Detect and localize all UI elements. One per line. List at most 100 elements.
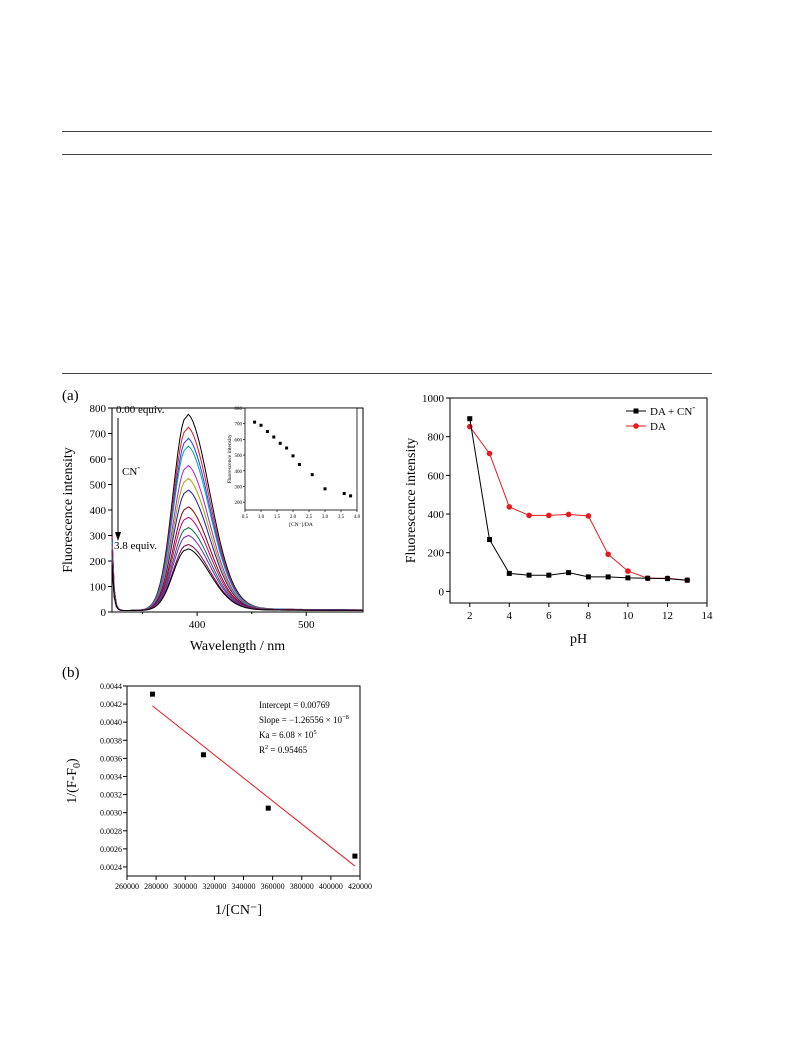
benesi-y-tick-label: 0.0040: [100, 718, 122, 727]
ph-frame: [449, 397, 708, 604]
benesi-y-tick-label: 0.0028: [100, 827, 122, 836]
inset-x-tick-label: 2.0: [290, 515, 297, 520]
y-tick-label: 300: [90, 531, 107, 543]
legend-label: DA + CN-: [650, 402, 695, 418]
ka-annotation: Ka = 6.08 × 105: [259, 729, 317, 740]
benesi-y-tick-label: 0.0038: [100, 736, 122, 745]
panel-b-label: (b): [62, 665, 80, 681]
benesi-point: [149, 691, 155, 697]
legend-label: DA: [650, 421, 666, 433]
ph-y-tick-label: 200: [428, 548, 445, 560]
ph-point-square: [526, 572, 532, 578]
ph-point-circle: [565, 511, 572, 518]
inset-y-tick-label: 400: [235, 470, 243, 475]
y-tick-label: 800: [90, 403, 107, 415]
benesi-y-tick-label: 0.0044: [100, 682, 122, 691]
ph-point-square: [546, 572, 552, 578]
inset-x-tick-label: 1.0: [258, 515, 265, 520]
ph-y-axis-label: Fluorescence intensity: [404, 438, 419, 564]
inset-y-tick-label: 300: [235, 485, 243, 490]
ph-point-square: [605, 574, 611, 580]
inset-x-tick-label: 1.5: [274, 515, 281, 520]
benesi-x-tick-label: 400000: [319, 882, 343, 891]
benesi-y-tick-label: 0.0042: [100, 700, 122, 709]
y-tick-label: 700: [90, 429, 107, 441]
ph-point-square: [625, 575, 631, 581]
benesi-x-tick-label: 420000: [348, 882, 372, 891]
inset-point: [272, 435, 276, 439]
benesi-y-tick-label: 0.0026: [100, 845, 122, 854]
ph-point-circle: [546, 512, 552, 519]
ph-point-square: [506, 570, 512, 576]
ph-y-tick-label: 600: [428, 470, 445, 482]
ph-point-square: [585, 574, 591, 580]
inset-point: [259, 423, 263, 427]
start-equiv-label: 0.00 equiv.: [116, 404, 165, 416]
benesi-point: [265, 805, 271, 811]
ph-y-tick-label: 400: [428, 509, 445, 521]
inset-y-axis-label: Fluorescence intensity: [227, 434, 233, 484]
end-equiv-label: 3.8 equiv.: [114, 540, 157, 552]
inset-y-tick-label: 600: [235, 438, 243, 443]
table-header-rule: [62, 154, 712, 155]
benesi-y-tick-label: 0.0024: [100, 863, 122, 872]
inset-x-axis-label: [CN⁻]/DA: [289, 522, 313, 528]
inset-x-tick-label: 3.5: [338, 515, 345, 520]
ph-y-tick-label: 0: [439, 586, 445, 598]
inset-point: [349, 494, 353, 498]
ph-x-tick-label: 12: [662, 610, 673, 622]
spectrum-curve: [111, 548, 363, 611]
inset-point: [297, 462, 301, 466]
y-tick-label: 400: [90, 505, 107, 517]
ph-point-circle: [526, 512, 532, 519]
legend-marker-square: [633, 408, 639, 414]
y-tick-label: 200: [90, 556, 107, 568]
ph-x-axis-label: pH: [570, 632, 587, 647]
ph-point-square: [566, 570, 572, 576]
inset-y-tick-label: 800: [235, 407, 243, 412]
inset-point: [342, 492, 346, 496]
benesi-x-axis-label: 1/[CN⁻]: [215, 903, 262, 918]
ph-point-square: [664, 576, 670, 582]
ph-point-circle: [506, 504, 513, 510]
inset-x-tick-label: 0.5: [242, 515, 249, 520]
benesi-x-tick-label: 340000: [232, 882, 256, 891]
y-tick-label: 0: [101, 607, 107, 619]
benesi-x-tick-label: 380000: [290, 882, 314, 891]
ph-point-circle: [585, 513, 592, 519]
ph-x-tick-label: 6: [546, 610, 552, 622]
benesi-point: [352, 853, 358, 859]
benesi-y-axis-label: 1/(F-F0): [65, 758, 83, 804]
ph-point-circle: [486, 450, 493, 457]
ph-point-square: [684, 577, 690, 583]
table-top-rule: [62, 131, 712, 132]
ph-series-line: [469, 418, 688, 581]
benesi-point: [200, 752, 206, 758]
inset-y-tick-label: 200: [235, 501, 243, 506]
benesi-x-tick-label: 280000: [144, 882, 168, 891]
ph-point-circle: [625, 568, 631, 574]
benesi-x-tick-label: 260000: [115, 882, 139, 891]
ph-point-square: [467, 416, 473, 422]
benesi-y-tick-label: 0.0034: [100, 772, 122, 781]
y-tick-label: 500: [90, 480, 107, 492]
ph-x-tick-label: 10: [622, 610, 634, 622]
legend-marker-circle: [633, 423, 639, 429]
inset-point: [253, 420, 257, 424]
benesi-x-tick-label: 300000: [173, 882, 197, 891]
benesi-y-tick-label: 0.0036: [100, 754, 122, 763]
ph-y-tick-label: 800: [428, 432, 445, 444]
benesi-y-tick-label: 0.0032: [100, 791, 122, 800]
inset-x-tick-label: 4.0: [354, 515, 361, 520]
fit-line: [152, 705, 356, 867]
ph-x-tick-label: 8: [586, 610, 592, 622]
y-tick-label: 600: [90, 454, 107, 466]
x-axis-label: Wavelength / nm: [190, 639, 285, 654]
inset-frame: [244, 407, 358, 511]
benesi-x-tick-label: 320000: [202, 882, 226, 891]
slope-annotation: Slope = −1.26556 × 10−8: [259, 714, 349, 725]
reagent-label: CN-: [122, 462, 140, 478]
